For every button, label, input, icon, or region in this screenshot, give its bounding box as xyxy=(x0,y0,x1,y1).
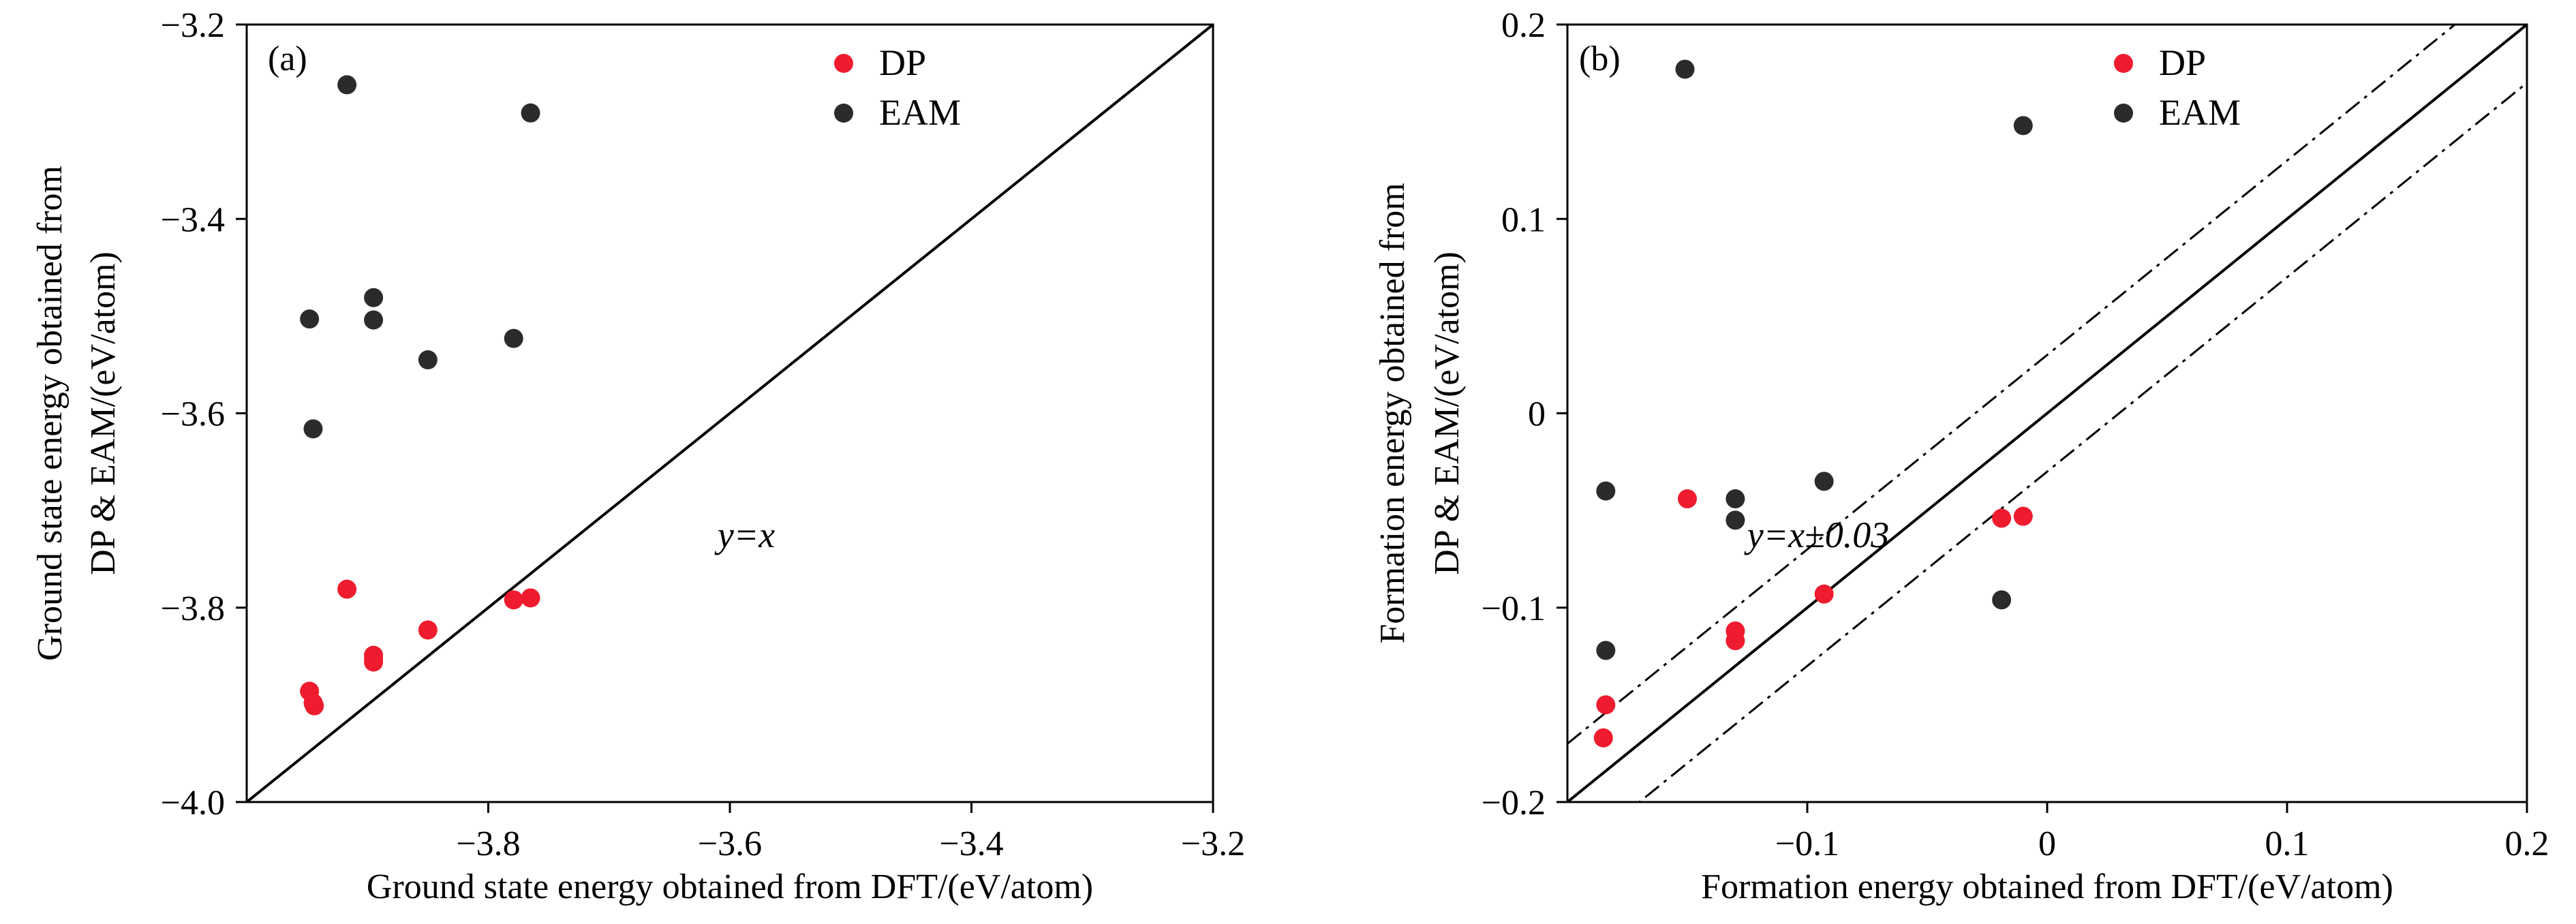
x-tick-label: −3.6 xyxy=(698,825,762,863)
data-point-eam xyxy=(337,75,357,95)
x-tick-label: −0.1 xyxy=(1775,825,1839,863)
data-point-eam xyxy=(418,350,438,370)
data-point-eam xyxy=(521,103,540,123)
data-point-dp xyxy=(337,579,357,599)
y-tick-label: −4.0 xyxy=(161,784,225,822)
x-tick-label: 0 xyxy=(2038,825,2056,863)
y-tick-label: 0 xyxy=(1528,395,1546,434)
data-point-dp xyxy=(1593,728,1613,748)
data-point-dp xyxy=(521,588,540,608)
panel-label: (b) xyxy=(1579,40,1621,78)
legend-label-eam: EAM xyxy=(879,92,961,133)
reference-line-y-equals-x xyxy=(247,25,1213,802)
legend-marker-dp xyxy=(834,54,853,73)
data-point-eam xyxy=(1992,590,2012,610)
legend-label-dp: DP xyxy=(2159,42,2206,83)
y-tick-label: −3.2 xyxy=(161,6,225,45)
panel-a-ground-state-energy: −3.8 −3.6 −3.4 −3.2 −4.0 −3.8 −3.6 −3.4 −3.2 Grou… xyxy=(31,6,1245,906)
data-point-eam xyxy=(1596,641,1616,660)
y-tick-label: 0.1 xyxy=(1501,200,1546,239)
legend-marker-dp xyxy=(2114,54,2133,73)
data-point-dp xyxy=(305,696,324,715)
y-tick-label: −0.2 xyxy=(1482,784,1546,822)
x-tick-label: 0.1 xyxy=(2265,825,2310,863)
y-tick-label: 0.2 xyxy=(1501,6,1546,45)
data-point-eam xyxy=(364,310,384,330)
data-point-dp xyxy=(418,620,438,640)
line-annotation: y=x xyxy=(714,514,775,555)
y-axis-title-line-1: Ground state energy obtained from xyxy=(31,166,70,661)
y-tick-label: −3.8 xyxy=(161,589,225,628)
scatter-chart-b: −0.1 0 0.1 0.2 −0.2 −0.1 0 0.1 0.2 Formation ener… xyxy=(1373,6,2549,906)
y-axis-title-line-2: DP & EAM/(eV/atom) xyxy=(84,251,123,575)
line-annotation: y=x±0.03 xyxy=(1744,514,1890,555)
reference-line-y-equals-x xyxy=(1567,25,2527,802)
x-tick-label: 0.2 xyxy=(2505,825,2549,863)
reference-line-offset-1 xyxy=(1567,25,2457,745)
y-tick-label: −3.6 xyxy=(161,395,225,434)
x-tick-label: −3.4 xyxy=(939,825,1003,863)
data-point-eam xyxy=(2013,116,2033,136)
data-point-dp xyxy=(1814,584,1834,604)
data-point-eam xyxy=(303,419,323,439)
legend-marker-eam xyxy=(2114,104,2133,123)
x-tick-label: −3.2 xyxy=(1181,825,1245,863)
panel-label: (a) xyxy=(268,40,307,78)
data-point-eam xyxy=(364,288,384,307)
data-point-eam xyxy=(1726,489,1745,509)
reference-line-offset-2 xyxy=(1638,82,2527,802)
y-axis-title-line-1: Formation energy obtained from xyxy=(1373,183,1412,643)
data-point-dp xyxy=(1678,489,1697,509)
y-axis-title-line-2: DP & EAM/(eV/atom) xyxy=(1428,251,1467,575)
scatter-chart-a: −3.8 −3.6 −3.4 −3.2 −4.0 −3.8 −3.6 −3.4 −3.2 Grou… xyxy=(31,6,1245,906)
panel-b-formation-energy: −0.1 0 0.1 0.2 −0.2 −0.1 0 0.1 0.2 Formation ener… xyxy=(1288,0,2576,924)
y-tick-label: −3.4 xyxy=(161,200,225,239)
data-point-eam xyxy=(1675,59,1695,79)
data-point-dp xyxy=(1726,631,1745,651)
data-point-eam xyxy=(504,328,523,348)
y-tick-label: −0.1 xyxy=(1482,589,1546,628)
data-point-eam xyxy=(1814,472,1834,491)
x-axis-title: Formation energy obtained from DFT/(eV/a… xyxy=(1701,867,2393,906)
data-point-dp xyxy=(2013,506,2033,526)
x-tick-label: −3.8 xyxy=(456,825,520,863)
data-point-eam xyxy=(300,309,320,329)
legend-label-eam: EAM xyxy=(2159,92,2241,133)
legend-marker-eam xyxy=(834,104,853,123)
data-point-dp xyxy=(364,652,384,672)
data-point-eam xyxy=(1726,510,1745,530)
data-point-dp xyxy=(1992,508,2012,528)
data-point-dp xyxy=(1596,695,1616,715)
data-point-eam xyxy=(1596,481,1616,501)
x-axis-title: Ground state energy obtained from DFT/(e… xyxy=(367,867,1093,906)
legend-label-dp: DP xyxy=(879,42,926,83)
data-point-dp xyxy=(504,590,523,610)
